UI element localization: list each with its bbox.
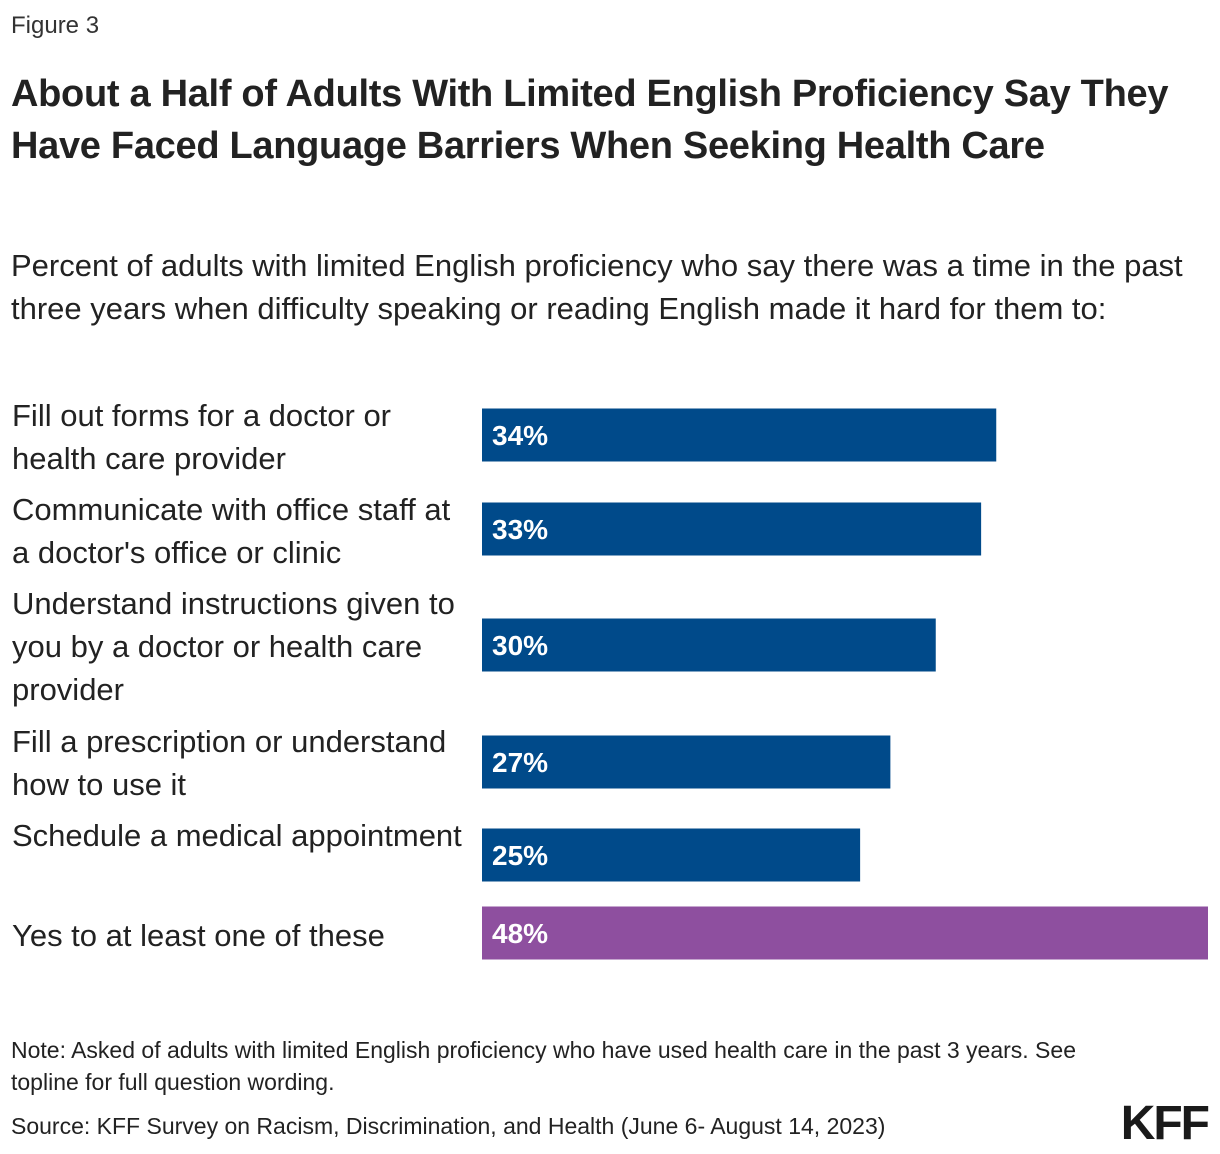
- bar-chart: 34% 33% 30% 27% 25% 48% Fill out forms for a …: [0, 390, 1220, 980]
- kff-logo: KFF: [1120, 1097, 1210, 1150]
- bar-value-label-1: 34%: [492, 420, 548, 451]
- bar-value-label-4: 27%: [492, 747, 548, 778]
- bar-4: [482, 735, 891, 789]
- chart-title: About a Half of Adults With Limited Engl…: [11, 73, 1169, 167]
- category-label-6: Yes to at least one of these: [12, 918, 385, 953]
- category-label-1: Fill out forms for a doctor or health ca…: [12, 398, 392, 476]
- category-label-4: Fill a prescription or understand how to…: [12, 724, 447, 802]
- bar-value-label-6: 48%: [492, 918, 548, 949]
- bar-2: [482, 502, 982, 556]
- bar-1: [482, 408, 997, 462]
- chart-subtitle: Percent of adults with limited English p…: [11, 248, 1183, 326]
- bar-value-label-3: 30%: [492, 630, 548, 661]
- bar-chart-svg: 34% 33% 30% 27% 25% 48%: [482, 408, 1208, 960]
- bar-6: [482, 906, 1208, 960]
- bar-5: [482, 828, 861, 882]
- category-label-3: Understand instructions given to you by …: [12, 586, 455, 707]
- category-label-5: Schedule a medical appointment: [12, 818, 462, 853]
- bar-3: [482, 618, 936, 672]
- bar-value-label-2: 33%: [492, 514, 548, 545]
- bar-value-label-5: 25%: [492, 840, 548, 871]
- category-label-2: Communicate with office staff at a docto…: [12, 492, 451, 570]
- chart-source: Source: KFF Survey on Racism, Discrimina…: [11, 1113, 886, 1139]
- figure-label: Figure 3: [11, 12, 100, 39]
- chart-note: Note: Asked of adults with limited Engli…: [11, 1037, 1076, 1095]
